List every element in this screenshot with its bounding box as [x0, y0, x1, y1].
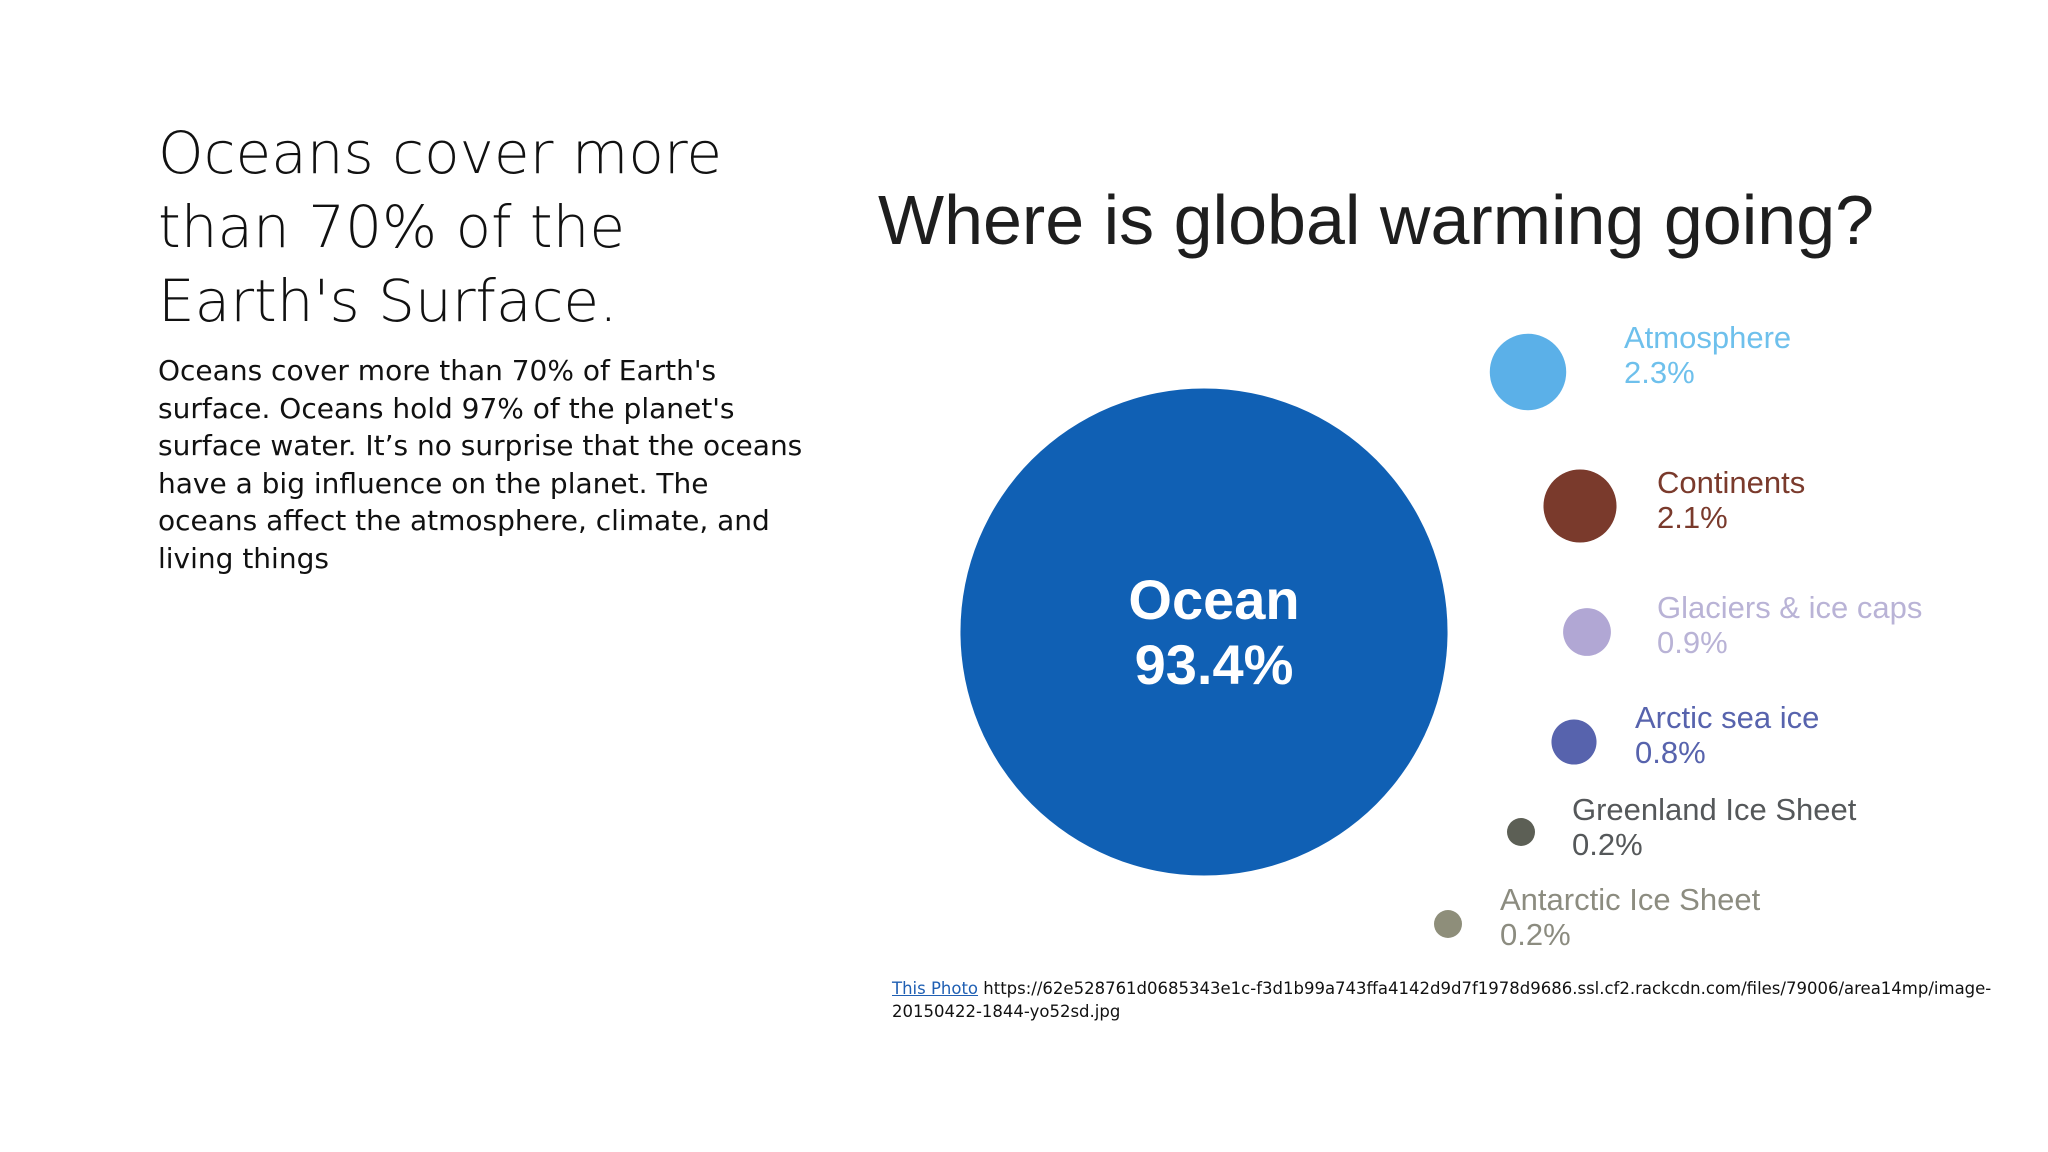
bubble-antarctic-ice-sheet [1434, 910, 1462, 938]
label-glaciers-ice-caps: Glaciers & ice caps 0.9% [1657, 590, 1922, 660]
label-name-arctic-sea-ice: Arctic sea ice [1635, 700, 1819, 735]
bubble-glaciers-ice-caps [1563, 608, 1611, 656]
slide-title: Oceans cover more than 70% of the Earth'… [158, 119, 723, 335]
chart-title: Where is global warming going? [878, 181, 1875, 259]
photo-url-text: https://62e528761d0685343e1c-f3d1b99a743… [892, 979, 1992, 1021]
label-name-atmosphere: Atmosphere [1624, 320, 1791, 355]
label-value-glaciers-ice-caps: 0.9% [1657, 625, 1728, 660]
label-ocean: Ocean 93.4% [1128, 568, 1299, 696]
label-name-greenland-ice-sheet: Greenland Ice Sheet [1572, 792, 1857, 827]
slide-body-text: Oceans cover more than 70% of Earth's su… [158, 354, 803, 575]
bubble-ocean [960, 388, 1448, 876]
label-value-atmosphere: 2.3% [1624, 355, 1695, 390]
label-name-glaciers-ice-caps: Glaciers & ice caps [1657, 590, 1922, 625]
bubble-chart: Ocean 93.4% Atmosphere 2.3% Continents 2.1% Gl… [960, 320, 1922, 952]
label-value-continents: 2.1% [1657, 500, 1728, 535]
label-value-greenland-ice-sheet: 0.2% [1572, 827, 1643, 862]
label-value-ocean: 93.4% [1135, 633, 1294, 696]
label-arctic-sea-ice: Arctic sea ice 0.8% [1635, 700, 1819, 770]
label-value-arctic-sea-ice: 0.8% [1635, 735, 1706, 770]
bubble-greenland-ice-sheet [1507, 818, 1535, 846]
label-name-continents: Continents [1657, 465, 1805, 500]
this-photo-link[interactable]: This Photo [892, 979, 979, 998]
label-greenland-ice-sheet: Greenland Ice Sheet 0.2% [1572, 792, 1857, 862]
label-value-antarctic-ice-sheet: 0.2% [1500, 917, 1571, 952]
label-name-ocean: Ocean [1128, 568, 1299, 631]
label-atmosphere: Atmosphere 2.3% [1624, 320, 1791, 390]
bubble-arctic-sea-ice [1551, 719, 1597, 765]
photo-credit: This Photo https://62e528761d0685343e1c-… [892, 977, 1992, 1023]
label-antarctic-ice-sheet: Antarctic Ice Sheet 0.2% [1500, 882, 1761, 952]
bubble-continents [1543, 469, 1617, 543]
bubble-atmosphere [1489, 333, 1567, 411]
label-continents: Continents 2.1% [1657, 465, 1805, 535]
label-name-antarctic-ice-sheet: Antarctic Ice Sheet [1500, 882, 1761, 917]
